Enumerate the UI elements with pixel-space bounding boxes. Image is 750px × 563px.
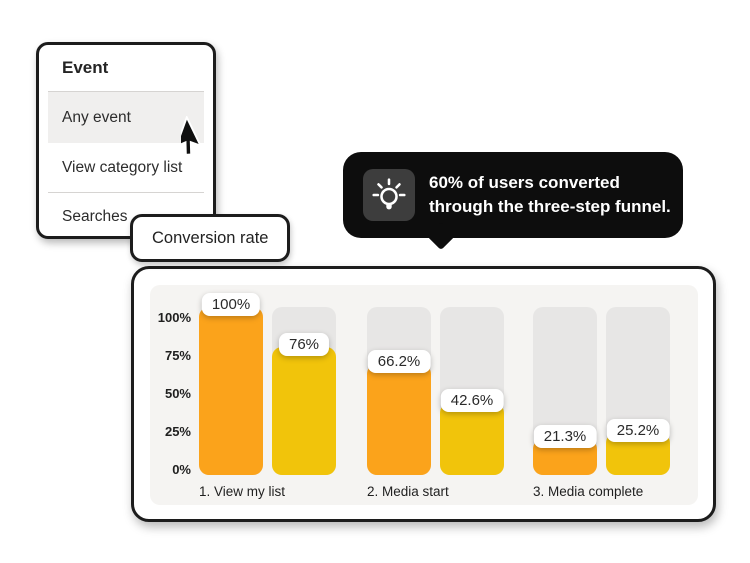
tooltip-text: 60% of users converted through the three… bbox=[429, 171, 671, 219]
dropdown-title: Event bbox=[62, 58, 109, 77]
y-axis-tick: 25% bbox=[164, 424, 191, 439]
menu-item-label: Any event bbox=[62, 108, 131, 126]
mouse-cursor-icon bbox=[181, 116, 203, 154]
y-axis-tick: 50% bbox=[164, 386, 191, 401]
bar-series-1-2 bbox=[367, 364, 431, 475]
menu-item-searches[interactable]: Searches bbox=[48, 192, 204, 240]
bar-value-chip: 25.2% bbox=[606, 419, 670, 442]
dropdown-items: Any event View category list Searches bbox=[48, 91, 204, 240]
menu-item-label: Searches bbox=[62, 207, 128, 225]
menu-item-label: View category list bbox=[62, 158, 183, 176]
tooltip-line2: through the three-step funnel. bbox=[429, 197, 671, 216]
lightbulb-icon bbox=[363, 169, 415, 221]
x-axis-label: 1. View my list bbox=[199, 484, 286, 499]
bar-value-chip: 66.2% bbox=[367, 350, 431, 373]
bar-value-chip: 100% bbox=[201, 293, 261, 316]
x-axis-label: 3. Media complete bbox=[533, 484, 644, 499]
insight-tooltip: 60% of users converted through the three… bbox=[343, 152, 683, 251]
bar-value-chip: 76% bbox=[278, 333, 330, 356]
tooltip-line1: 60% of users converted bbox=[429, 173, 620, 192]
x-axis-label: 2. Media start bbox=[367, 484, 449, 499]
bar-series-1-1 bbox=[199, 307, 263, 475]
conversion-chart-card: 100% 75% 50% 25% 0% 100% 76% 1. View my list 66.… bbox=[131, 266, 716, 522]
y-axis-tick: 75% bbox=[164, 348, 191, 363]
menu-item-any-event[interactable]: Any event bbox=[48, 91, 204, 143]
tooltip-tail bbox=[426, 221, 456, 251]
bar-value-chip: 21.3% bbox=[533, 425, 597, 448]
menu-item-view-category-list[interactable]: View category list bbox=[48, 143, 204, 192]
y-axis-tick: 100% bbox=[157, 310, 191, 325]
y-axis-tick: 0% bbox=[172, 462, 191, 477]
conversion-rate-label: Conversion rate bbox=[152, 228, 269, 247]
conversion-rate-chip[interactable]: Conversion rate bbox=[130, 214, 291, 262]
bar-value-chip: 42.6% bbox=[440, 389, 504, 412]
bar-series-2-2 bbox=[440, 403, 504, 475]
bar-series-2-1 bbox=[272, 347, 336, 475]
chart-plot: 100% 75% 50% 25% 0% 100% 76% 1. View my list 66.… bbox=[150, 285, 698, 505]
